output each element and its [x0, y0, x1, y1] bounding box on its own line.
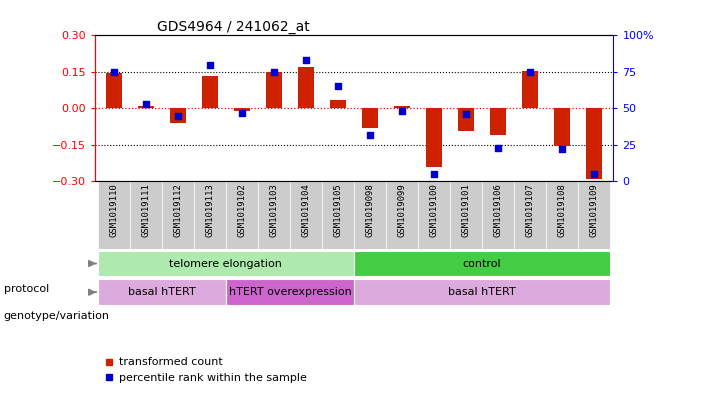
Bar [98, 251, 354, 276]
Point [236, 110, 247, 116]
Bar [426, 108, 442, 167]
Bar [202, 75, 218, 108]
Bar [354, 251, 610, 276]
Bar [266, 72, 282, 108]
Text: GSM1019112: GSM1019112 [173, 184, 182, 237]
Bar [194, 182, 226, 249]
Text: GSM1019103: GSM1019103 [269, 184, 278, 237]
Bar [450, 182, 482, 249]
Point [172, 112, 184, 119]
Point [332, 83, 343, 90]
Bar [226, 182, 258, 249]
Bar [330, 100, 346, 108]
Text: GSM1019106: GSM1019106 [494, 184, 503, 237]
Text: GSM1019107: GSM1019107 [526, 184, 535, 237]
Point [557, 146, 568, 152]
Bar [418, 182, 450, 249]
Point [428, 171, 440, 177]
Bar [106, 73, 122, 108]
Text: GSM1019100: GSM1019100 [430, 184, 439, 237]
Text: GSM1019110: GSM1019110 [109, 184, 118, 237]
Bar [354, 182, 386, 249]
Bar [546, 182, 578, 249]
Text: GSM1019104: GSM1019104 [301, 184, 311, 237]
Bar [458, 108, 474, 132]
Bar [98, 279, 226, 305]
Bar [138, 106, 154, 108]
Bar [98, 182, 130, 249]
Text: GSM1019111: GSM1019111 [142, 184, 151, 237]
Bar [234, 108, 250, 111]
Bar [514, 182, 546, 249]
Bar [298, 67, 314, 108]
Bar [394, 106, 410, 108]
Bar [322, 182, 354, 249]
Point [589, 171, 600, 177]
Text: GDS4964 / 241062_at: GDS4964 / 241062_at [157, 20, 310, 34]
Text: genotype/variation: genotype/variation [4, 311, 109, 321]
Bar [162, 182, 194, 249]
Text: GSM1019105: GSM1019105 [334, 184, 343, 237]
Point [493, 145, 504, 151]
Text: GSM1019108: GSM1019108 [557, 184, 566, 237]
Text: GSM1019098: GSM1019098 [365, 184, 374, 237]
Point [461, 111, 472, 118]
Text: basal hTERT: basal hTERT [128, 287, 196, 297]
Legend: transformed count, percentile rank within the sample: transformed count, percentile rank withi… [100, 353, 311, 387]
Text: telomere elongation: telomere elongation [170, 259, 283, 268]
Text: GSM1019099: GSM1019099 [397, 184, 407, 237]
Bar [258, 182, 290, 249]
Bar [554, 108, 570, 146]
Bar [354, 279, 610, 305]
Bar [586, 108, 602, 179]
Text: GSM1019102: GSM1019102 [238, 184, 247, 237]
Point [140, 101, 151, 107]
Bar [362, 108, 378, 128]
Point [300, 57, 311, 63]
Text: basal hTERT: basal hTERT [448, 287, 516, 297]
Bar [482, 182, 514, 249]
Text: hTERT overexpression: hTERT overexpression [229, 287, 351, 297]
Point [268, 69, 280, 75]
Point [524, 69, 536, 75]
Bar [522, 71, 538, 108]
Point [397, 108, 408, 114]
Point [365, 132, 376, 138]
Bar [490, 108, 506, 135]
Bar [290, 182, 322, 249]
Bar [226, 279, 354, 305]
Bar [170, 108, 186, 123]
Text: GSM1019109: GSM1019109 [590, 184, 599, 237]
Text: control: control [463, 259, 501, 268]
Point [204, 61, 215, 68]
Text: protocol: protocol [4, 284, 49, 294]
Text: GSM1019101: GSM1019101 [461, 184, 470, 237]
Bar [386, 182, 418, 249]
Point [108, 69, 119, 75]
Bar [130, 182, 162, 249]
Bar [578, 182, 610, 249]
Text: GSM1019113: GSM1019113 [205, 184, 215, 237]
